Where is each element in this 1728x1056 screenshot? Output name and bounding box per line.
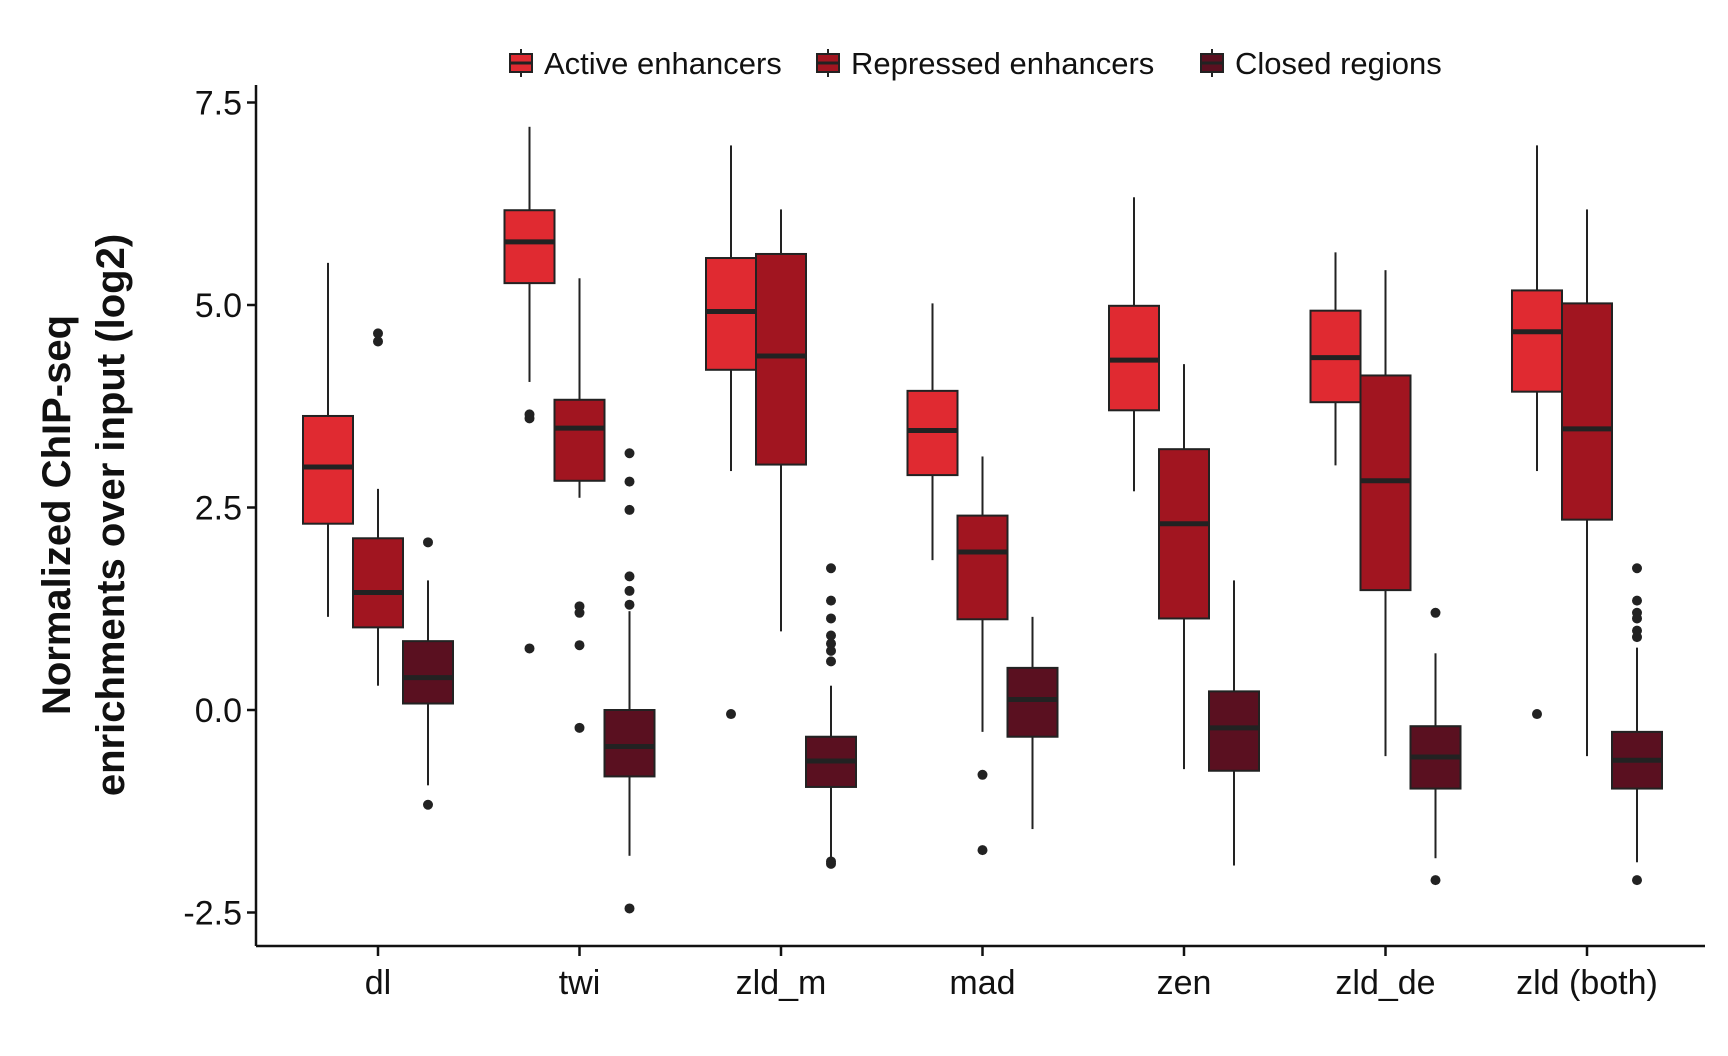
outlier-point	[624, 903, 635, 914]
outlier-point	[1632, 563, 1642, 574]
outlier-point	[826, 645, 836, 656]
box-iqr	[956, 514, 1009, 621]
outlier-point	[1632, 613, 1642, 624]
outlier-point	[826, 656, 836, 667]
box-dl-repressed-enhancers	[352, 328, 404, 686]
outlier-point	[826, 595, 836, 606]
box-mad-repressed-enhancers	[956, 456, 1009, 856]
box-mad-closed-regions	[1006, 616, 1059, 830]
outlier-point	[826, 563, 836, 574]
box-iqr	[402, 640, 454, 705]
legend-label: Repressed enhancers	[851, 46, 1154, 81]
box-iqr	[1006, 666, 1059, 738]
outlier-point	[826, 638, 836, 649]
outlier-point	[726, 709, 736, 720]
box-iqr	[352, 537, 404, 629]
plot-area	[302, 126, 1663, 914]
y-axis-title-line-2: enrichments over input (log2)	[89, 234, 133, 796]
box-twi-repressed-enhancers	[553, 278, 606, 733]
box-zld (both)-active-enhancers	[1511, 145, 1563, 720]
x-tick-label: zen	[1157, 964, 1212, 1002]
outlier-point	[977, 769, 988, 780]
outlier-point	[977, 845, 988, 856]
outlier-point	[624, 599, 635, 610]
y-axis-title-line-1: Normalized ChIP-seq	[35, 315, 79, 715]
box-iqr	[1511, 289, 1563, 393]
box-zen-closed-regions	[1208, 580, 1260, 866]
legend-item-active-enhancers: Active enhancers	[509, 46, 782, 81]
legend-label: Active enhancers	[544, 46, 782, 81]
x-axis: dl twi zld_m mad zen zld_de zld (both)	[256, 944, 1705, 1002]
box-twi-closed-regions	[603, 448, 656, 914]
box-dl-closed-regions	[402, 537, 454, 810]
outlier-point	[1430, 875, 1441, 886]
x-tick-label: zld_de	[1335, 964, 1435, 1002]
outlier-point	[524, 643, 535, 654]
y-tick-label: 5.0	[195, 287, 242, 325]
box-twi-active-enhancers	[503, 126, 556, 654]
outlier-point	[624, 476, 635, 487]
outlier-point	[826, 856, 836, 867]
box-zld_de-repressed-enhancers	[1359, 270, 1412, 757]
outlier-point	[624, 504, 635, 515]
y-tick-label: 7.5	[195, 85, 242, 123]
y-tick-label: -2.5	[183, 895, 242, 933]
y-axis-title: Normalized ChIP-seq enrichments over inp…	[35, 234, 133, 796]
legend-item-repressed-enhancers: Repressed enhancers	[816, 46, 1154, 81]
outlier-point	[624, 571, 635, 582]
legend-label: Closed regions	[1235, 46, 1442, 81]
outlier-point	[574, 607, 585, 618]
x-tick-label: zld (both)	[1516, 964, 1658, 1002]
x-tick-label: zld_m	[736, 964, 827, 1002]
box-iqr	[1561, 302, 1613, 521]
outlier-point	[373, 336, 383, 347]
outlier-point	[574, 722, 585, 733]
outlier-point	[574, 640, 585, 651]
outlier-point	[1632, 595, 1642, 606]
box-iqr	[553, 398, 606, 482]
box-zld (both)-closed-regions	[1611, 563, 1663, 886]
y-tick-label: 0.0	[195, 692, 242, 730]
outlier-point	[373, 328, 383, 339]
outlier-point	[524, 409, 535, 420]
box-dl-active-enhancers	[302, 262, 354, 617]
legend-item-closed-regions: Closed regions	[1200, 46, 1442, 81]
box-zld_de-active-enhancers	[1309, 252, 1362, 466]
box-zen-repressed-enhancers	[1158, 364, 1210, 770]
outlier-point	[423, 799, 433, 810]
x-tick-label: mad	[949, 964, 1015, 1002]
box-zld_m-active-enhancers	[705, 145, 757, 720]
legend: Active enhancers Repressed enhancers Close…	[509, 46, 1442, 81]
outlier-point	[1632, 875, 1642, 886]
box-iqr	[1208, 690, 1260, 772]
box-zld (both)-repressed-enhancers	[1561, 209, 1613, 757]
outlier-point	[423, 537, 433, 548]
outlier-point	[826, 613, 836, 624]
outlier-point	[826, 630, 836, 641]
y-tick-label: 2.5	[195, 490, 242, 528]
outlier-point	[624, 448, 635, 459]
box-iqr	[603, 709, 656, 778]
outlier-point	[1430, 607, 1441, 618]
box-iqr	[302, 414, 354, 525]
box-zld_m-closed-regions	[805, 563, 857, 869]
outlier-point	[624, 585, 635, 596]
box-zld_m-repressed-enhancers	[755, 209, 807, 632]
box-zld_de-closed-regions	[1409, 607, 1462, 886]
box-iqr	[503, 209, 556, 285]
outlier-point	[1532, 709, 1542, 720]
box-iqr	[1158, 448, 1210, 620]
y-axis: -2.5 0.0 2.5 5.0 7.5	[183, 85, 258, 946]
box-zen-active-enhancers	[1108, 197, 1160, 492]
outlier-point	[1632, 632, 1642, 643]
box-iqr	[755, 252, 807, 466]
x-tick-label: dl	[365, 964, 391, 1002]
x-tick-label: twi	[559, 964, 601, 1002]
box-mad-active-enhancers	[906, 303, 959, 561]
